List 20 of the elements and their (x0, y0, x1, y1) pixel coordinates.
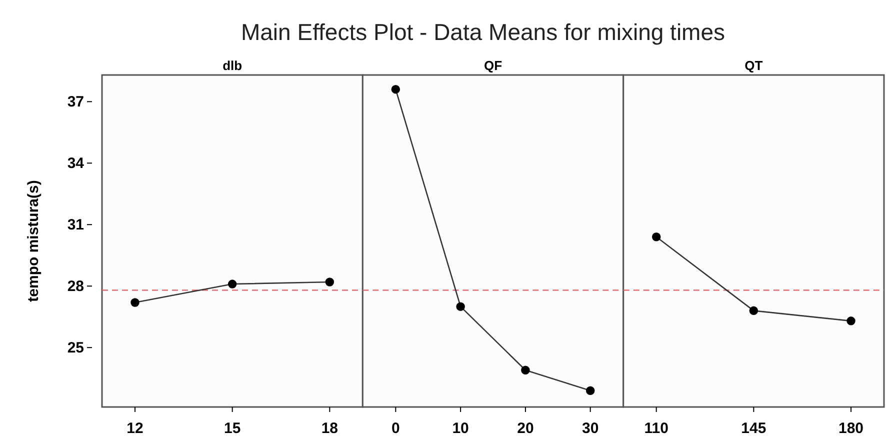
y-tick-label: 28 (67, 278, 84, 295)
x-tick-label: 20 (517, 420, 534, 437)
chart-title: QF (484, 58, 502, 73)
x-tick-label: 110 (644, 420, 668, 437)
y-tick-label: 37 (67, 93, 84, 110)
x-tick-label: 15 (224, 420, 241, 437)
y-tick-label: 34 (67, 154, 85, 172)
chart-title: dlb (222, 58, 242, 73)
x-tick-label: 18 (321, 420, 338, 437)
y-tick-label: 31 (67, 216, 84, 234)
chart-title: QT (744, 58, 763, 73)
x-tick-label: 30 (582, 420, 599, 437)
x-tick-label: 145 (741, 420, 766, 437)
y-axis-title: tempo mistura(s) (25, 180, 42, 302)
x-tick-label: 10 (452, 420, 469, 437)
x-tick-label: 180 (838, 420, 864, 437)
text: Main Effects Plot - Data Means for mixing times (240, 19, 726, 45)
x-tick-label: 0 (391, 420, 400, 437)
y-tick-label: 25 (67, 339, 84, 356)
x-tick-label: 12 (126, 420, 144, 437)
